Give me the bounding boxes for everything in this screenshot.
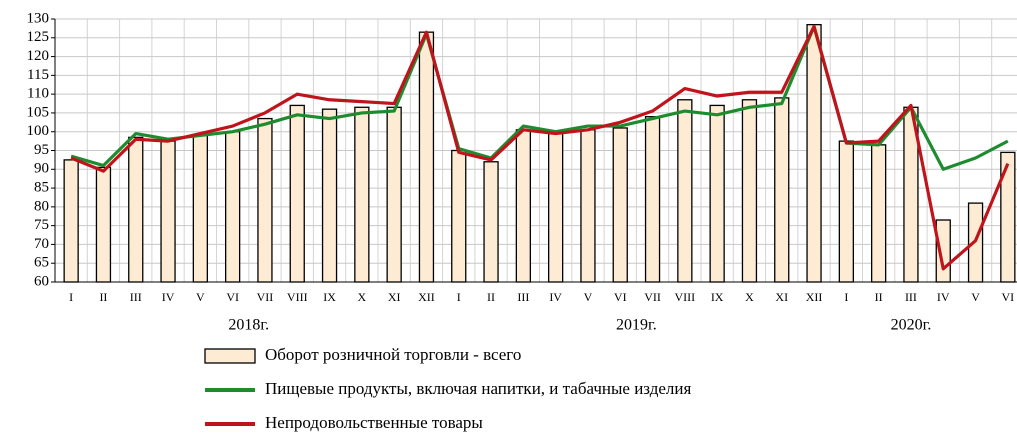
x-tick-label: VII [257, 290, 274, 304]
x-tick-label: III [905, 290, 917, 304]
bar [321, 108, 338, 283]
bar [483, 161, 499, 283]
year-label: 2020г. [891, 317, 932, 334]
year-label: 2019г. [616, 317, 657, 334]
y-tick-label: 60 [34, 273, 49, 289]
y-tick-label: 85 [34, 180, 49, 196]
x-tick-label: II [487, 290, 495, 304]
y-tick-label: 120 [27, 48, 50, 64]
x-tick-label: II [99, 290, 107, 304]
y-tick-label: 90 [34, 161, 49, 177]
y-tick-label: 105 [27, 104, 50, 120]
bar [289, 104, 305, 283]
x-tick-label: VI [614, 290, 627, 304]
y-tick-label: 110 [27, 86, 49, 102]
x-tick-label: V [196, 290, 205, 304]
bar [774, 97, 790, 283]
y-tick-label: 65 [34, 255, 49, 271]
legend-label: Непродовольственные товары [265, 413, 483, 432]
x-tick-label: IV [549, 290, 562, 304]
bar [451, 149, 467, 283]
x-tick-label: V [584, 290, 593, 304]
legend-swatch [204, 348, 256, 364]
x-tick-label: I [844, 290, 848, 304]
bar [677, 99, 693, 283]
bar [224, 131, 241, 283]
bar [806, 23, 822, 283]
bar [871, 144, 887, 283]
legend-label: Пищевые продукты, включая напитки, и таб… [265, 379, 691, 398]
y-tick-label: 70 [34, 236, 49, 252]
year-label: 2018г. [228, 317, 269, 334]
x-tick-label: IV [937, 290, 950, 304]
bar [741, 99, 758, 283]
x-tick-label: III [130, 290, 142, 304]
x-tick-label: XII [806, 290, 823, 304]
x-tick-label: VI [226, 290, 239, 304]
bar [644, 116, 661, 283]
x-tick-label: VIII [675, 290, 696, 304]
y-tick-label: 115 [27, 67, 49, 83]
bar [418, 31, 435, 283]
bar [160, 140, 176, 283]
x-tick-label: IX [323, 290, 336, 304]
bar [580, 129, 596, 283]
x-tick-label: X [358, 290, 367, 304]
bar [709, 104, 725, 283]
x-tick-label: VI [1002, 290, 1015, 304]
line [70, 24, 1010, 271]
x-tick-label: VIII [287, 290, 308, 304]
x-tick-label: III [517, 290, 529, 304]
x-tick-label: VII [644, 290, 661, 304]
x-tick-label: II [875, 290, 883, 304]
bar [1000, 151, 1016, 283]
legend-label: Оборот розничной торговли - всего [265, 345, 521, 364]
x-tick-label: I [69, 290, 73, 304]
y-tick-label: 100 [27, 123, 50, 139]
y-tick-label: 80 [34, 198, 49, 214]
y-tick-label: 95 [34, 142, 49, 158]
x-tick-label: V [971, 290, 980, 304]
bar [63, 159, 79, 283]
bar [612, 127, 628, 283]
bar [548, 132, 564, 283]
bar [128, 136, 144, 283]
bar [838, 140, 854, 283]
bar [257, 117, 273, 283]
bar [354, 106, 370, 283]
x-tick-label: XI [775, 290, 788, 304]
x-tick-label: IX [711, 290, 724, 304]
x-tick-label: IV [162, 290, 175, 304]
x-tick-label: X [745, 290, 754, 304]
y-tick-label: 75 [34, 217, 49, 233]
y-tick-label: 125 [27, 29, 50, 45]
bar [515, 129, 531, 283]
bar [192, 134, 209, 283]
x-tick-label: XI [388, 290, 401, 304]
x-tick-label: I [457, 290, 461, 304]
bar [95, 166, 112, 283]
y-tick-label: 130 [27, 10, 50, 26]
x-tick-label: XII [418, 290, 435, 304]
bar [386, 106, 402, 283]
